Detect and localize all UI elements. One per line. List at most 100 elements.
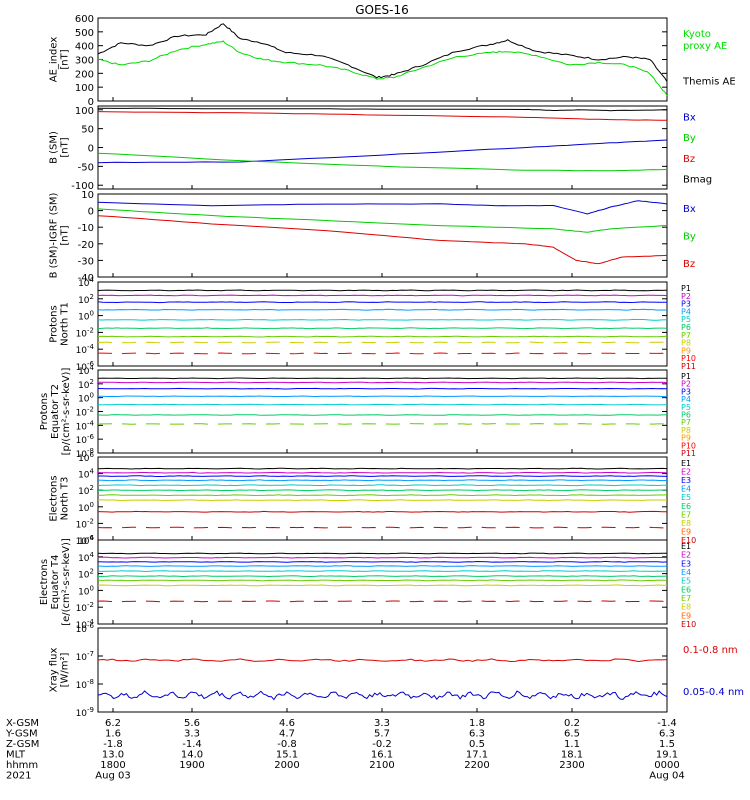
series-line xyxy=(97,471,668,474)
series-line xyxy=(98,556,668,559)
axis-row-value: 6.5 xyxy=(564,729,580,740)
channel-label: P11 xyxy=(681,362,696,371)
y-tick-label: 102 xyxy=(78,484,94,497)
axis-row-value: 5.6 xyxy=(184,718,200,729)
series-line xyxy=(98,352,668,355)
series-line xyxy=(97,107,668,112)
axis-row-value: -0.2 xyxy=(372,739,392,750)
series-line xyxy=(97,403,668,406)
y-tick-label: 300 xyxy=(75,56,94,67)
channel-label: E3 xyxy=(681,476,691,485)
y-tick-label: 400 xyxy=(75,42,94,53)
y-tick-label: 10-2 xyxy=(76,406,94,419)
y-tick-label: 104 xyxy=(78,276,94,289)
y-tick-label: 10-6 xyxy=(76,360,95,373)
series-line xyxy=(97,552,668,555)
series-line xyxy=(97,579,668,582)
y-tick-label: 0 xyxy=(88,207,94,218)
channel-label: P7 xyxy=(681,331,691,340)
axis-row-value: 2300 xyxy=(559,760,584,771)
y-axis-label: Protons xyxy=(49,305,60,342)
y-axis-label: [e/(cm²-s-sr-keV)] xyxy=(61,538,72,626)
y-axis-label: Equator T2 xyxy=(50,384,61,439)
y-axis-label: North T3 xyxy=(60,477,71,521)
axis-row-value: 3.3 xyxy=(374,718,390,729)
axis-row-label: hhmm xyxy=(6,760,38,771)
axis-row-value: 19.1 xyxy=(656,750,678,761)
axis-row-value: 13.0 xyxy=(102,750,124,761)
series-line xyxy=(97,600,668,603)
series-line xyxy=(97,575,668,578)
series-line xyxy=(98,381,668,384)
y-tick-label: -20 xyxy=(78,240,94,251)
panel-4: 10-6 10-4 10-2 100 102 104 Protons North T1 P1P2… xyxy=(49,276,697,373)
axis-row-value: 1900 xyxy=(179,760,204,771)
axis-row-value: 0.2 xyxy=(564,718,580,729)
series-line xyxy=(97,584,668,587)
y-tick-label: 106 xyxy=(78,534,94,547)
channel-label: P4 xyxy=(681,395,691,404)
y-tick-label: 100 xyxy=(78,392,94,405)
series-line xyxy=(97,318,668,321)
y-tick-label: 50 xyxy=(81,125,94,136)
channel-label: P5 xyxy=(681,315,691,324)
axis-row-label: 2021 xyxy=(6,771,31,782)
series-line xyxy=(97,327,668,330)
channel-label: P6 xyxy=(681,411,691,420)
axis-row-value: 1.8 xyxy=(469,718,485,729)
series-line xyxy=(97,301,667,304)
channel-label: E2 xyxy=(681,468,691,477)
y-tick-label: 10-4 xyxy=(76,419,95,432)
channel-label: E2 xyxy=(681,551,691,560)
channel-label: P11 xyxy=(681,449,696,458)
series-line xyxy=(97,152,668,172)
series-line xyxy=(97,289,668,292)
y-tick-label: 102 xyxy=(78,378,94,391)
legend-label: Bx xyxy=(683,204,696,215)
axis-row-value: 16.1 xyxy=(371,750,393,761)
series-line xyxy=(97,308,667,311)
axis-row-value: 17.1 xyxy=(466,750,488,761)
channel-label: E1 xyxy=(681,542,691,551)
channel-label: E9 xyxy=(681,527,691,536)
legend-label: By xyxy=(683,232,696,243)
series-line xyxy=(97,294,668,297)
panel-frame xyxy=(97,17,668,102)
y-tick-label: 10-7 xyxy=(76,650,94,663)
axis-row-value: 2000 xyxy=(274,760,299,771)
panel-3: -40 -30 -20 -10 0 10 B (SM)-IGRF (SM) [nT] Bx By B… xyxy=(49,190,696,284)
channel-label: P8 xyxy=(681,426,691,435)
y-tick-label: 10-6 xyxy=(76,433,95,446)
series-line xyxy=(97,658,668,663)
axis-row-value: Aug 04 xyxy=(649,771,684,782)
series-line xyxy=(98,395,668,398)
series-line xyxy=(97,387,668,390)
channel-label: E3 xyxy=(681,559,691,568)
y-axis-label: B (SM) xyxy=(49,131,60,164)
axis-row-value: -1.4 xyxy=(657,718,677,729)
series-line xyxy=(97,565,668,567)
axis-row-value: -1.4 xyxy=(182,739,202,750)
axis-row-value: 5.7 xyxy=(374,729,390,740)
axis-row-value: 1.1 xyxy=(564,739,580,750)
y-tick-label: 10-2 xyxy=(76,601,94,614)
legend-label: Bz xyxy=(683,154,695,165)
series-line xyxy=(97,111,667,121)
y-tick-label: 10-4 xyxy=(76,618,95,631)
channel-label: E10 xyxy=(681,536,696,545)
axis-row-value: 4.6 xyxy=(279,718,295,729)
channel-label: P2 xyxy=(681,292,691,301)
axis-row-value: -0.8 xyxy=(277,739,297,750)
y-tick-label: 10-6 xyxy=(76,622,95,635)
series-line xyxy=(97,560,668,563)
y-axis-label: [p/(cm²-s-sr-keV)] xyxy=(61,368,72,456)
y-tick-label: 100 xyxy=(78,310,94,323)
y-tick-label: 10-4 xyxy=(76,343,95,356)
y-tick-label: 104 xyxy=(78,551,94,564)
channel-label: P3 xyxy=(681,387,691,396)
series-line xyxy=(97,377,668,380)
y-axis-label: Equator T4 xyxy=(50,555,61,610)
channel-label: E10 xyxy=(681,620,696,629)
